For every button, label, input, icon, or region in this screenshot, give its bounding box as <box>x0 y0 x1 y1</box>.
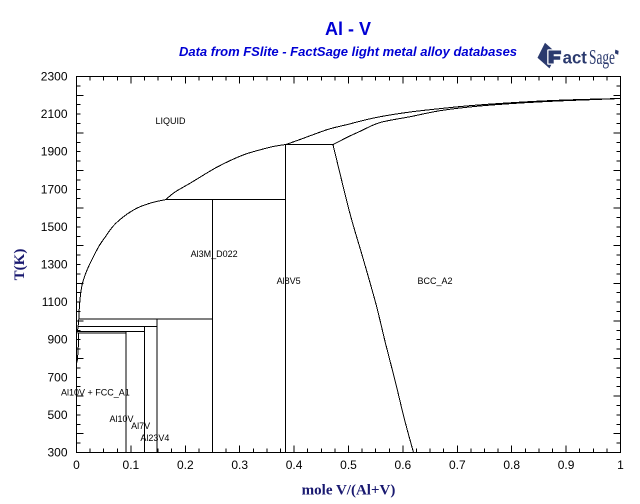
liquidus-v-rich-curve <box>285 98 621 146</box>
liquidus-central-curve <box>165 144 286 201</box>
y-tick-label: 1900 <box>41 145 68 159</box>
y-tick-label: 1500 <box>41 220 68 234</box>
region-label-bcc-a2: BCC_A2 <box>417 276 452 286</box>
chart-title: Al - V <box>324 19 372 39</box>
region-label-al10v: Al10V <box>109 414 133 424</box>
liquidus-al-rich-curve <box>76 199 166 334</box>
factsage-logo-trademark-icon <box>614 49 619 55</box>
region-label-liquid: LIQUID <box>155 116 186 126</box>
x-tick-label: 0.8 <box>503 458 520 472</box>
y-tick-label: 700 <box>47 370 67 384</box>
y-tick-label: 300 <box>47 446 67 460</box>
chart-subtitle: Data from FSlite - FactSage light metal … <box>178 44 518 59</box>
y-tick-label: 1300 <box>41 258 68 272</box>
region-label-al23v4: Al23V4 <box>140 433 169 443</box>
x-tick-label: 0.4 <box>286 458 303 472</box>
region-label-al10v-fcc-a1: Al10V + FCC_A1 <box>61 388 130 398</box>
x-tick-label: 1 <box>617 458 624 472</box>
x-tick-label: 0 <box>73 458 80 472</box>
y-tick-label: 2300 <box>41 70 68 84</box>
fcc-solvus-curve <box>76 333 79 363</box>
x-tick-label: 0.7 <box>449 458 466 472</box>
y-tick-label: 1100 <box>42 295 68 309</box>
x-tick-label: 0.3 <box>231 458 248 472</box>
x-tick-label: 0.5 <box>340 458 357 472</box>
bcc-solidus-curve <box>332 98 621 146</box>
y-axis-title: T(K) <box>12 249 28 281</box>
plot-frame <box>76 76 621 453</box>
x-tick-label: 0.6 <box>395 458 412 472</box>
x-tick-label: 0.2 <box>177 458 194 472</box>
y-tick-label: 900 <box>47 333 67 347</box>
y-tick-label: 2100 <box>41 107 68 121</box>
factsage-logo-text-sage: Sage <box>589 45 615 69</box>
x-tick-label: 0.1 <box>123 458 140 472</box>
factsage-logo-text-act: act <box>563 48 587 68</box>
x-tick-label: 0.9 <box>558 458 575 472</box>
region-label-al8v5: Al8V5 <box>277 276 301 286</box>
bcc-al8v5-boundary-curve <box>332 144 414 453</box>
region-label-al3m-d022: Al3M_D022 <box>191 249 238 259</box>
x-axis-title: mole V/(Al+V) <box>302 483 396 499</box>
y-tick-label: 500 <box>47 408 67 422</box>
region-label-al7v: Al7V <box>131 421 150 431</box>
factsage-logo: act Sage <box>537 42 619 69</box>
factsage-logo-letter-f <box>548 50 562 64</box>
y-tick-label: 1700 <box>41 182 68 196</box>
